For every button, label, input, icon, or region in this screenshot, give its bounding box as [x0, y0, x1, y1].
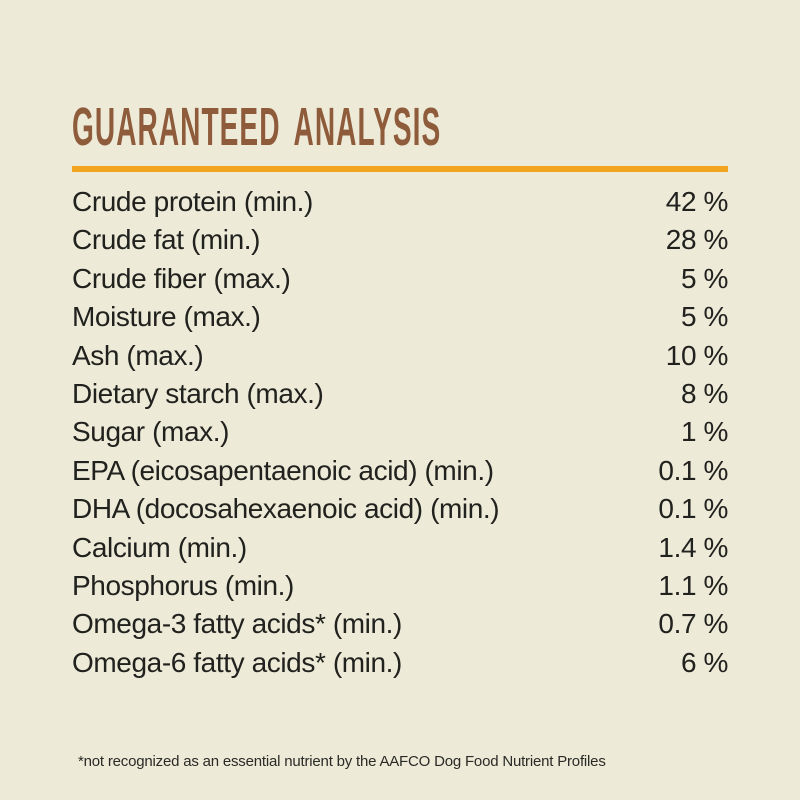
nutrient-row: Calcium (min.) 1.4 %: [72, 529, 728, 567]
nutrient-row: EPA (eicosapentaenoic acid) (min.) 0.1 %: [72, 452, 728, 490]
nutrient-label: Moisture (max.): [72, 301, 261, 333]
nutrient-label: Sugar (max.): [72, 416, 230, 448]
nutrient-row: Crude fiber (max.) 5 %: [72, 260, 728, 298]
nutrient-value: 6 %: [680, 646, 728, 678]
nutrient-row: Omega-6 fatty acids* (min.) 6 %: [72, 644, 728, 682]
nutrient-value: 1.1 %: [658, 569, 728, 601]
nutrient-row: DHA (docosahexaenoic acid) (min.) 0.1 %: [72, 490, 728, 528]
nutrient-value: 42 %: [665, 186, 729, 217]
nutrient-label: Omega-6 fatty acids* (min.): [72, 646, 402, 678]
nutrient-value: 8 %: [680, 377, 728, 409]
nutrient-label: Phosphorus (min.): [72, 569, 294, 601]
guaranteed-analysis-panel: GUARANTEED ANALYSIS Crude protein (min.)…: [72, 0, 728, 682]
nutrient-row: Crude fat (min.) 28 %: [72, 221, 728, 259]
nutrient-row: Phosphorus (min.) 1.1 %: [72, 567, 728, 605]
nutrient-label: Crude fiber (max.): [72, 262, 291, 294]
nutrient-row: Omega-3 fatty acids* (min.) 0.7 %: [72, 605, 728, 643]
nutrient-label: Ash (max.): [72, 339, 204, 371]
nutrient-value: 5 %: [680, 301, 728, 333]
nutrient-value: 1.4 %: [658, 531, 728, 563]
title-underline-rule: [72, 166, 728, 172]
nutrient-label: Calcium (min.): [72, 531, 247, 563]
nutrient-value: 0.1 %: [658, 493, 728, 525]
nutrient-value: 0.1 %: [658, 454, 728, 486]
nutrient-row: Sugar (max.) 1 %: [72, 413, 728, 451]
nutrient-row: Moisture (max.) 5 %: [72, 298, 728, 336]
aafco-footnote: *not recognized as an essential nutrient…: [78, 753, 606, 770]
page-title: GUARANTEED ANALYSIS: [72, 97, 442, 157]
nutrient-value: 5 %: [680, 262, 728, 294]
nutrient-value: 10 %: [665, 339, 729, 371]
nutrient-value: 1 %: [680, 416, 728, 448]
nutrient-label: Crude protein (min.): [72, 186, 313, 217]
nutrient-label: EPA (eicosapentaenoic acid) (min.): [72, 454, 494, 486]
nutrient-label: Crude fat (min.): [72, 224, 261, 256]
nutrient-label: Dietary starch (max.): [72, 377, 324, 409]
nutrient-value: 0.7 %: [658, 608, 728, 640]
nutrient-row: Ash (max.) 10 %: [72, 337, 728, 375]
nutrient-row: Crude protein (min.) 42 %: [72, 183, 728, 221]
nutrient-value: 28 %: [665, 224, 729, 256]
nutrient-row: Dietary starch (max.) 8 %: [72, 375, 728, 413]
nutrient-label: Omega-3 fatty acids* (min.): [72, 608, 402, 640]
nutrient-label: DHA (docosahexaenoic acid) (min.): [72, 493, 500, 525]
nutrient-table: Crude protein (min.) 42 % Crude fat (min.)…: [72, 183, 728, 682]
